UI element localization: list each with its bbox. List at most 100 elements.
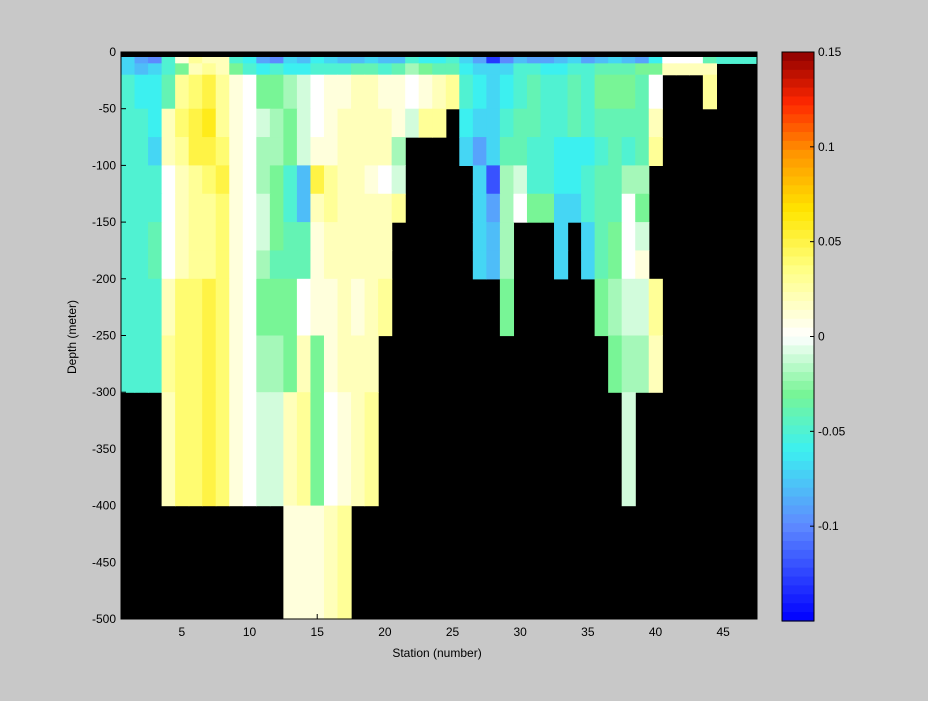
heatmap-cell bbox=[689, 63, 704, 76]
heatmap-cell bbox=[188, 250, 203, 280]
heatmap-cell bbox=[378, 74, 393, 110]
colorbar-segment bbox=[782, 425, 814, 435]
heatmap-cell bbox=[743, 52, 758, 64]
heatmap-cell bbox=[229, 278, 244, 337]
heatmap-cell bbox=[188, 278, 203, 337]
heatmap-cell bbox=[296, 250, 312, 280]
heatmap-cell bbox=[175, 193, 190, 223]
heatmap-cell bbox=[269, 392, 284, 507]
colorbar-tick-label: 0.05 bbox=[818, 235, 842, 249]
y-tick-label: -50 bbox=[99, 102, 117, 116]
y-tick-label: -100 bbox=[92, 158, 116, 172]
heatmap-cell bbox=[323, 222, 339, 252]
heatmap-cell bbox=[310, 335, 325, 393]
y-tick-label: -500 bbox=[92, 612, 116, 626]
heatmap-cell bbox=[526, 74, 542, 110]
y-tick-label: -300 bbox=[92, 385, 116, 399]
heatmap-cell bbox=[310, 193, 325, 223]
heatmap-cell bbox=[283, 278, 298, 337]
heatmap-cell bbox=[391, 63, 406, 76]
heatmap-cell bbox=[215, 137, 230, 166]
colorbar-segment bbox=[782, 327, 814, 338]
heatmap-cell bbox=[594, 137, 609, 166]
heatmap-cell bbox=[378, 165, 393, 195]
heatmap-cell bbox=[161, 137, 176, 166]
heatmap-cell bbox=[459, 52, 474, 64]
heatmap-cell bbox=[283, 222, 298, 252]
heatmap-cell bbox=[323, 250, 339, 280]
heatmap-cell bbox=[567, 165, 582, 195]
heatmap-cell bbox=[269, 74, 284, 110]
heatmap-cell bbox=[554, 222, 569, 252]
heatmap-cell bbox=[161, 63, 176, 76]
heatmap-cell bbox=[323, 335, 339, 393]
heatmap-cell bbox=[188, 335, 203, 393]
heatmap-cell bbox=[418, 52, 433, 64]
heatmap-cell bbox=[256, 63, 271, 76]
colorbar-segment bbox=[782, 469, 814, 480]
heatmap-cell bbox=[337, 165, 352, 195]
heatmap-cell bbox=[121, 193, 136, 223]
heatmap-cell bbox=[702, 63, 717, 76]
heatmap-cell bbox=[161, 250, 176, 280]
heatmap-cell bbox=[337, 193, 352, 223]
heatmap-cell bbox=[472, 108, 487, 138]
heatmap-cell bbox=[134, 335, 149, 393]
heatmap-cell bbox=[242, 108, 257, 138]
heatmap-cell bbox=[269, 63, 284, 76]
heatmap-cell bbox=[459, 108, 474, 138]
heatmap-cell bbox=[269, 165, 284, 195]
heatmap-cell bbox=[351, 193, 366, 223]
surface-band bbox=[121, 52, 757, 57]
heatmap-cell bbox=[621, 165, 636, 195]
heatmap-cell bbox=[351, 250, 366, 280]
heatmap-cell bbox=[337, 505, 352, 620]
heatmap-cell bbox=[581, 165, 596, 195]
heatmap-cell bbox=[121, 165, 136, 195]
colorbar-segment bbox=[782, 140, 814, 151]
heatmap-cell bbox=[161, 335, 176, 393]
colorbar-segment bbox=[782, 220, 814, 231]
heatmap-cell bbox=[648, 335, 663, 393]
heatmap-cell bbox=[662, 52, 677, 64]
colorbar-segment bbox=[782, 549, 814, 560]
heatmap-cell bbox=[215, 193, 230, 223]
colorbar-segment bbox=[782, 443, 814, 453]
heatmap-cell bbox=[283, 74, 298, 110]
colorbar-segment bbox=[782, 212, 814, 222]
heatmap-cell bbox=[310, 137, 325, 166]
y-axis: 0 -50 -100 -150 -200 -250 -300 -350 -400 -450 -500 bbox=[92, 45, 126, 626]
heatmap-cell bbox=[337, 250, 352, 280]
heatmap-cell bbox=[337, 63, 352, 76]
heatmap-cell bbox=[391, 52, 406, 64]
heatmap-cell bbox=[323, 505, 339, 620]
heatmap-cell bbox=[391, 165, 406, 195]
heatmap-cell bbox=[310, 74, 325, 110]
plot-area bbox=[120, 51, 758, 620]
heatmap-cell bbox=[391, 74, 406, 110]
colorbar-segment bbox=[782, 158, 814, 169]
heatmap-cell bbox=[323, 108, 339, 138]
colorbar-segment bbox=[782, 407, 814, 418]
x-tick-label: 40 bbox=[649, 625, 663, 639]
heatmap-cell bbox=[621, 137, 636, 166]
heatmap-cell bbox=[242, 74, 257, 110]
heatmap-cell bbox=[310, 222, 325, 252]
heatmap-cell bbox=[323, 52, 339, 64]
heatmap-cell bbox=[242, 335, 257, 393]
heatmap-cell bbox=[215, 74, 230, 110]
heatmap-cell bbox=[486, 108, 501, 138]
heatmap-cell bbox=[134, 74, 149, 110]
heatmap-cell bbox=[472, 193, 487, 223]
heatmap-cell bbox=[472, 137, 487, 166]
heatmap-cell bbox=[121, 74, 136, 110]
heatmap-cell bbox=[540, 63, 555, 76]
heatmap-cell bbox=[364, 63, 379, 76]
heatmap-cell bbox=[188, 222, 203, 252]
heatmap-cell bbox=[445, 52, 460, 64]
x-axis: 5 10 15 20 25 30 35 40 45 bbox=[179, 614, 730, 639]
heatmap-cell bbox=[581, 108, 596, 138]
heatmap-cell bbox=[188, 108, 203, 138]
colorbar-segment bbox=[782, 434, 814, 444]
heatmap-cell bbox=[121, 52, 136, 64]
